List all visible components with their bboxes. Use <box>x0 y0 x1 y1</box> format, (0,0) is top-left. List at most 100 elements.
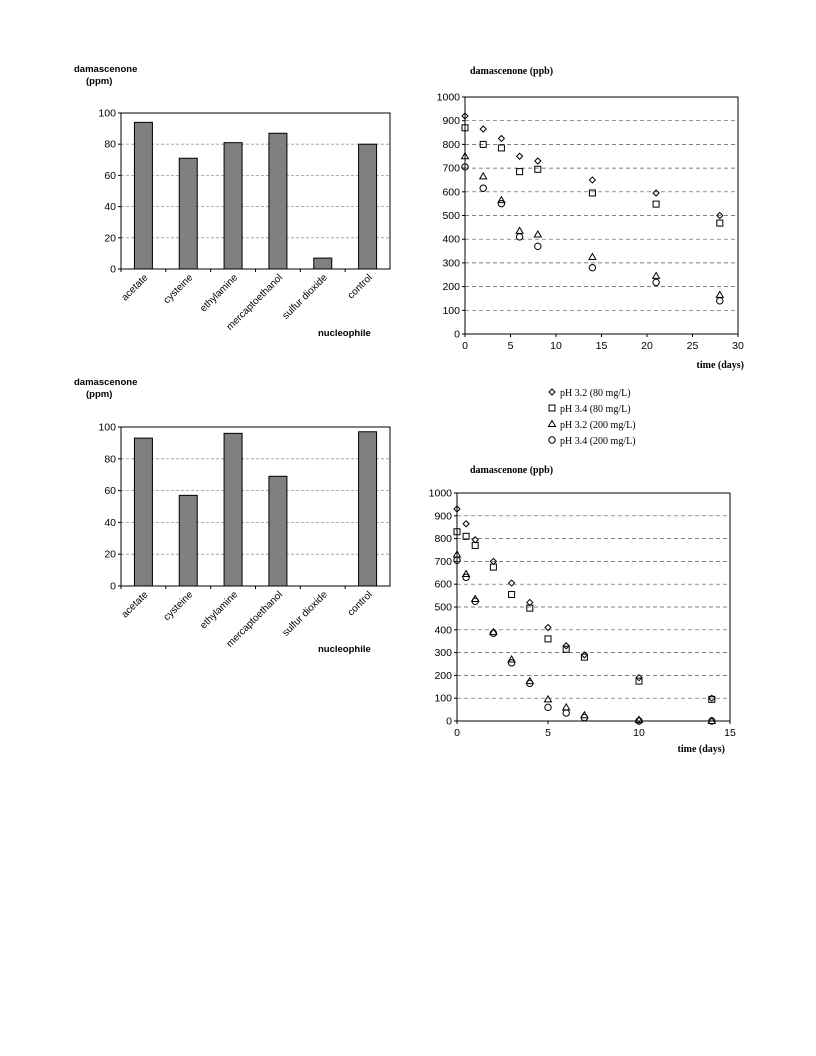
data-point <box>715 290 725 298</box>
category-label: sulfur dioxide <box>280 589 330 639</box>
bar-cysteine <box>178 494 198 587</box>
y-tick-label: 800 <box>442 139 460 151</box>
data-point <box>497 199 506 208</box>
series-square <box>453 528 716 703</box>
y-axis-label-line1: damascenone <box>74 64 137 75</box>
data-point <box>562 645 570 653</box>
category-label: control <box>346 589 375 618</box>
x-tick-label: 10 <box>550 340 562 352</box>
y-tick-label: 60 <box>104 485 116 497</box>
x-axis-label: nucleophile <box>318 644 371 655</box>
data-point <box>471 597 479 605</box>
data-point <box>544 623 552 632</box>
y-tick-label: 900 <box>434 510 452 522</box>
data-point <box>708 694 716 702</box>
bar-mercaptoethanol <box>268 132 288 270</box>
y-tick-label: 0 <box>110 581 116 593</box>
data-point <box>533 229 543 238</box>
y-tick-label: 0 <box>454 329 460 341</box>
data-point <box>489 627 498 636</box>
data-point <box>588 189 596 197</box>
data-point <box>708 717 716 725</box>
x-tick-label: 20 <box>641 340 653 352</box>
plot-area <box>120 112 391 270</box>
data-point <box>526 679 534 688</box>
y-tick-label: 100 <box>434 693 452 705</box>
y-axis-label: damascenone (ppb) <box>470 66 553 77</box>
data-point <box>462 532 470 540</box>
data-point <box>534 157 542 165</box>
data-point <box>507 659 516 667</box>
data-point <box>507 654 516 663</box>
y-axis-label-line2: (ppm) <box>86 76 112 87</box>
legend-label: pH 3.4 (200 mg/L) <box>560 436 636 447</box>
scatter-chart-4: 0 100 200 300 400 500 600 700 800 900 1000 0 5 10 15 da… <box>429 465 736 755</box>
data-point <box>544 635 552 643</box>
x-tick-label: 25 <box>687 340 699 352</box>
data-point <box>479 125 487 133</box>
y-tick-label: 1000 <box>437 92 461 104</box>
data-point <box>479 184 487 192</box>
category-label: ethylamine <box>198 589 240 631</box>
data-point <box>453 528 461 536</box>
y-tick-label: 100 <box>98 422 116 434</box>
legend-marker-triangle <box>547 419 557 427</box>
data-point <box>580 713 589 722</box>
legend-label: pH 3.2 (80 mg/L) <box>560 388 631 399</box>
data-point <box>716 219 724 227</box>
y-tick-label: 400 <box>442 234 460 246</box>
series-square <box>461 124 724 227</box>
data-point <box>708 695 716 703</box>
y-axis-label-line1: damascenone <box>74 377 137 388</box>
data-point <box>515 226 524 234</box>
category-label: ethylamine <box>198 272 240 314</box>
data-point <box>497 134 506 143</box>
x-tick-label: 5 <box>508 340 514 352</box>
data-point <box>588 252 597 260</box>
data-point <box>543 694 553 703</box>
bar-ethylamine <box>223 432 243 587</box>
series-diamond <box>461 112 724 220</box>
data-point <box>651 271 661 279</box>
y-tick-label: 600 <box>442 186 460 198</box>
category-label: acetate <box>120 589 151 620</box>
x-axis-label: nucleophile <box>318 328 371 339</box>
y-tick-label: 200 <box>442 281 460 293</box>
y-tick-label: 300 <box>442 257 460 269</box>
y-tick-label: 20 <box>104 549 116 561</box>
y-tick-label: 300 <box>434 647 452 659</box>
y-tick-label: 40 <box>104 201 116 213</box>
bar-control <box>358 143 378 270</box>
data-point <box>562 642 570 650</box>
x-tick-label: 10 <box>633 727 645 739</box>
category-label: sulfur dioxide <box>280 272 330 322</box>
data-point <box>580 653 588 661</box>
x-tick-label: 0 <box>462 340 468 352</box>
y-tick-label: 200 <box>434 670 452 682</box>
data-point <box>562 709 570 717</box>
data-point <box>652 278 660 287</box>
data-point <box>471 541 479 549</box>
data-point <box>461 112 469 120</box>
data-point <box>508 590 516 598</box>
category-label: cysteine <box>162 272 196 306</box>
data-point <box>460 151 470 160</box>
x-tick-label: 30 <box>732 340 744 352</box>
x-tick-label: 0 <box>454 727 460 739</box>
data-point <box>462 573 470 582</box>
y-tick-label: 80 <box>104 453 116 465</box>
y-tick-label: 20 <box>104 232 116 244</box>
series-triangle <box>452 550 717 724</box>
data-point <box>479 140 487 148</box>
x-axis-label: time (days) <box>697 360 745 371</box>
y-axis-label: damascenone (ppb) <box>470 465 553 476</box>
data-point <box>652 200 660 208</box>
y-tick-label: 0 <box>110 264 116 276</box>
data-point <box>516 168 524 176</box>
y-tick-label: 700 <box>434 556 452 568</box>
data-point <box>515 152 524 160</box>
data-point <box>497 195 506 204</box>
data-point <box>635 677 643 685</box>
